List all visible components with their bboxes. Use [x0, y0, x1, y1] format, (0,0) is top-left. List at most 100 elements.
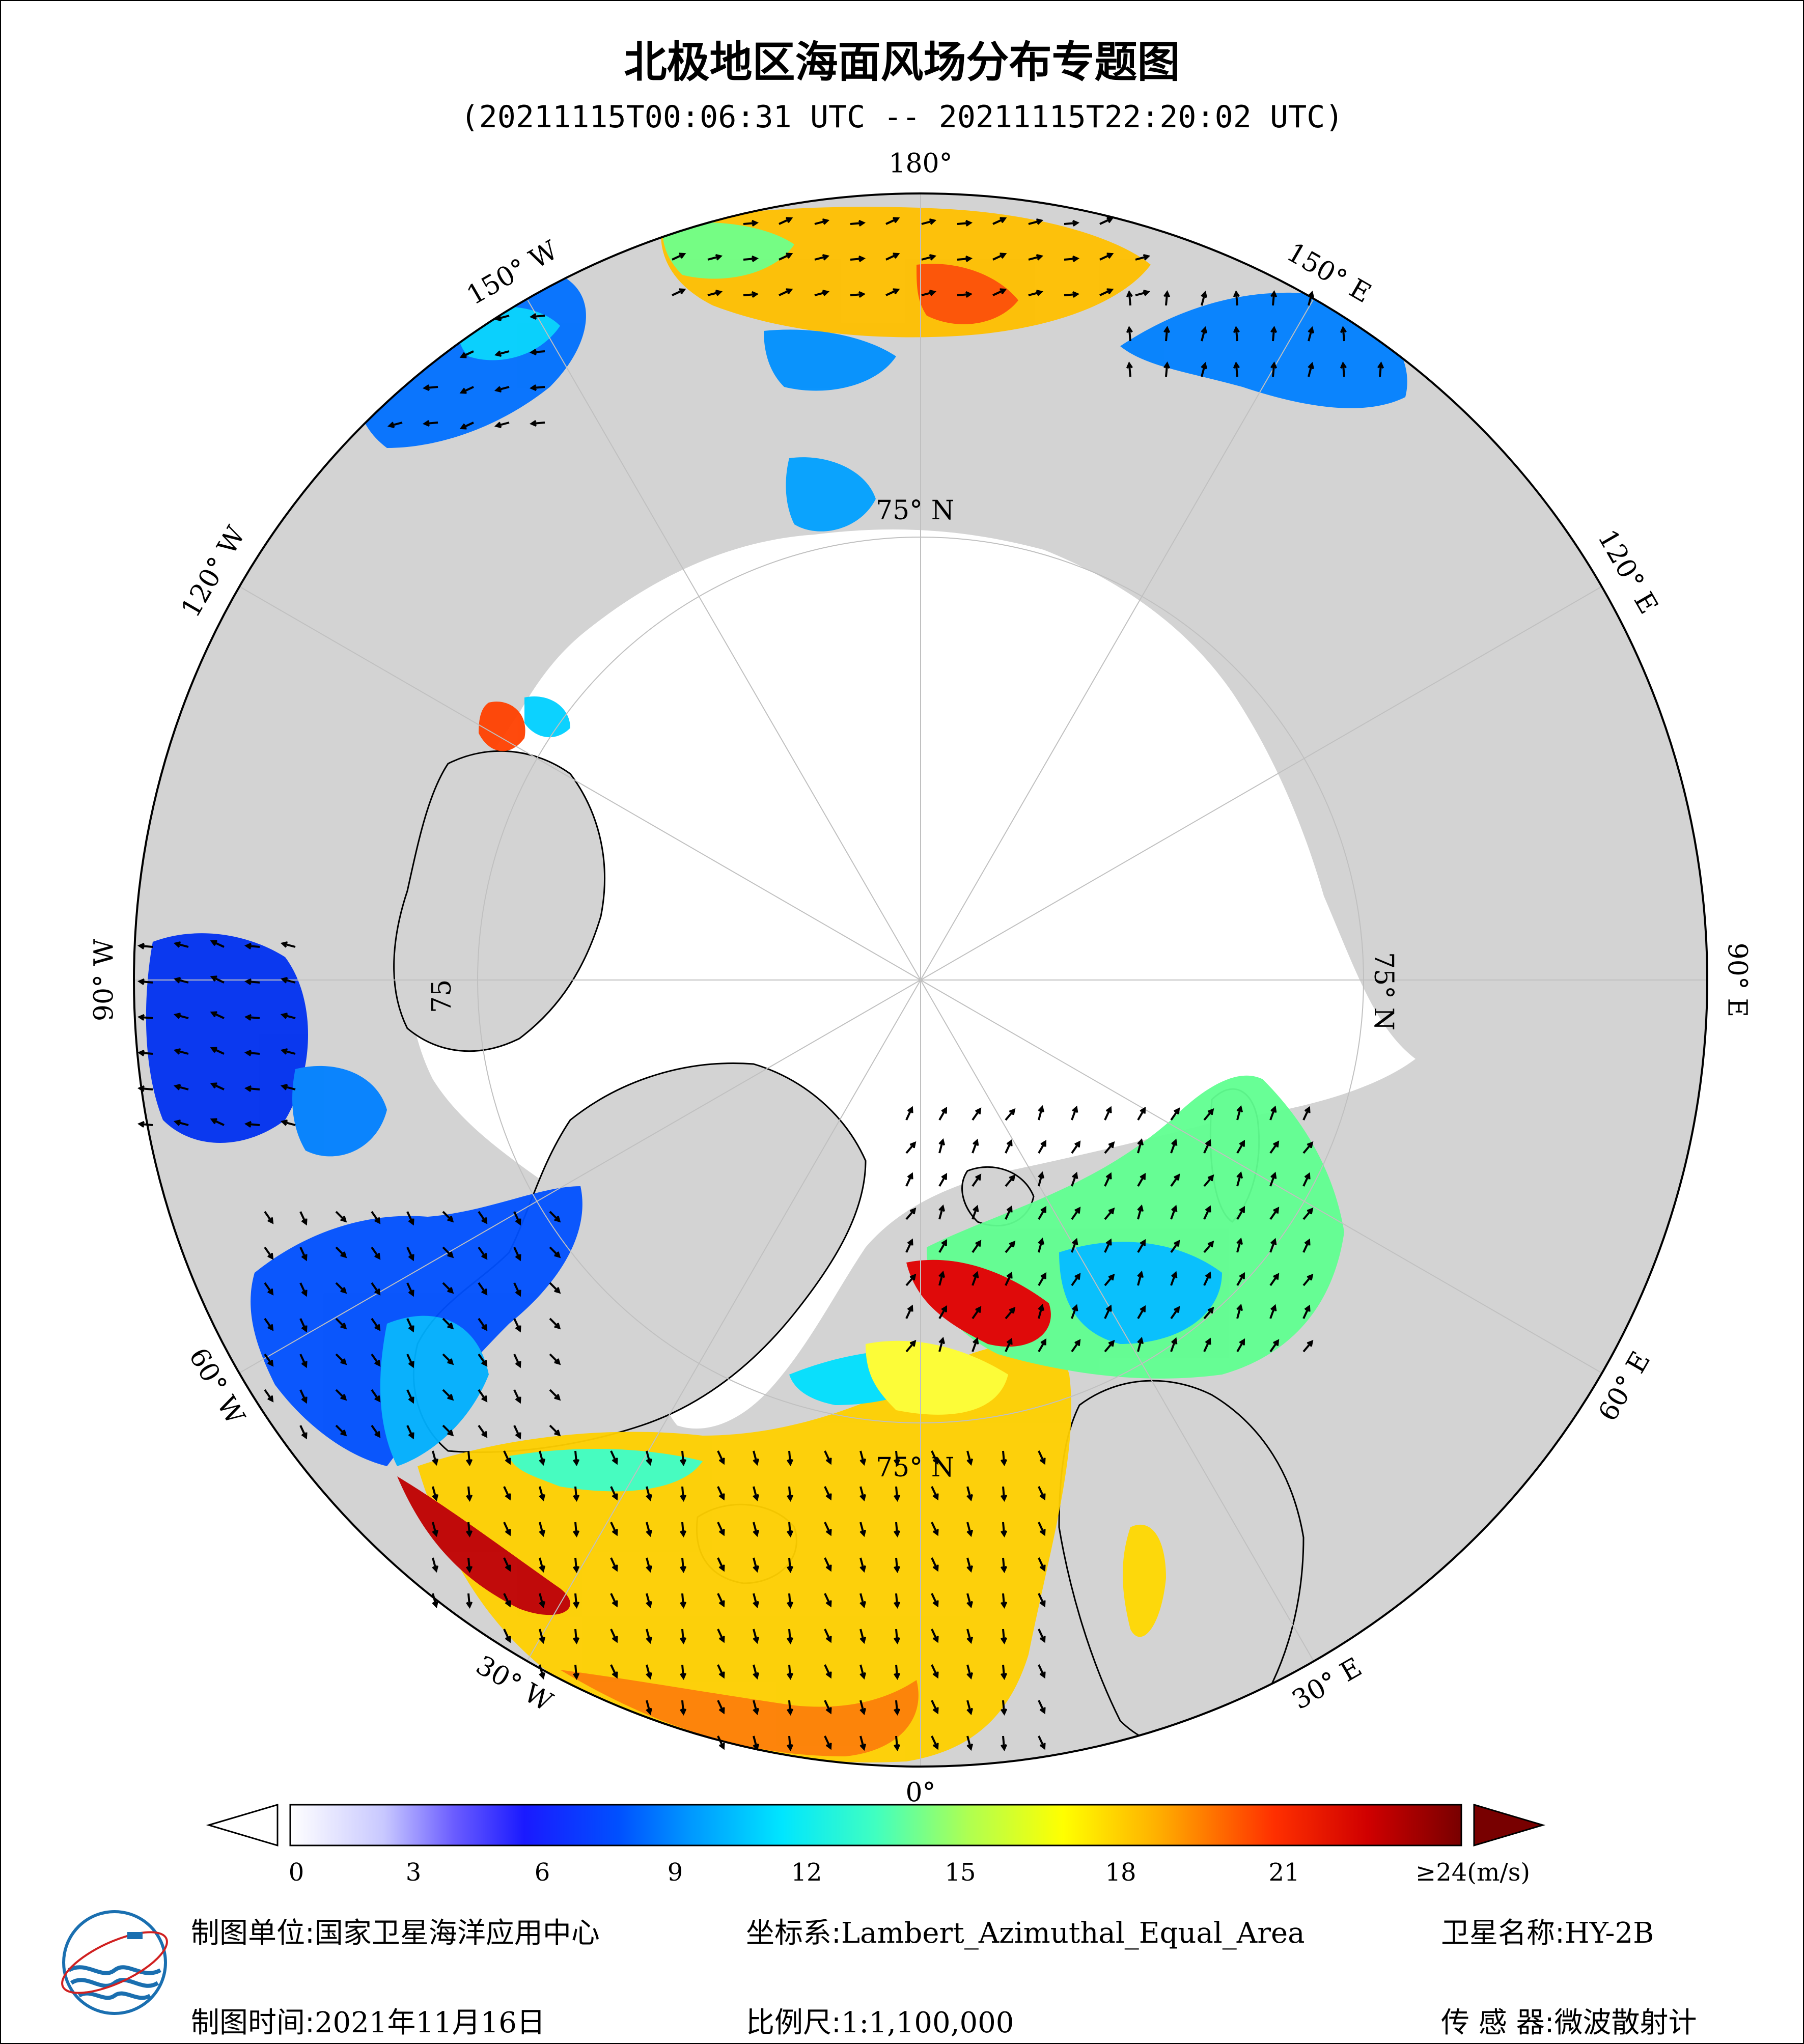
wind-arrow: [905, 1238, 913, 1253]
wind-arrow: [1099, 253, 1114, 261]
wind-arrow: [1071, 1207, 1081, 1220]
wind-arrow: [894, 1522, 901, 1538]
wind-arrow: [432, 1557, 439, 1573]
wind-arrow: [753, 1486, 760, 1502]
wind-arrow: [1203, 1139, 1211, 1154]
wind-arrow: [1170, 1306, 1180, 1320]
wind-arrow: [549, 1353, 561, 1365]
wind-arrow: [299, 1211, 308, 1226]
map-title: 北极地区海面风场分布专题图: [624, 37, 1180, 87]
wind-arrow: [992, 253, 1007, 261]
colorbar-max-triangle: [1473, 1803, 1546, 1847]
wind-arrow: [442, 1318, 454, 1330]
wind-arrow: [859, 1735, 867, 1751]
wind-arrow: [529, 384, 545, 391]
wind-arrow: [573, 1486, 580, 1502]
wind-arrow: [513, 1247, 521, 1262]
wind-arrow: [1038, 1139, 1047, 1154]
wind-arrow: [859, 1450, 867, 1466]
wind-arrow: [957, 219, 973, 227]
wind-arrow: [1126, 325, 1133, 342]
wind-arrow: [966, 1629, 974, 1644]
wind-arrow: [1135, 289, 1151, 296]
lat-label-bottom: 75° N: [876, 1452, 954, 1483]
wind-arrow: [1104, 1141, 1115, 1154]
wind-arrow: [1163, 290, 1171, 306]
wind-arrow: [938, 1106, 948, 1121]
wind-arrow: [513, 1354, 521, 1368]
wind-arrow: [503, 1522, 511, 1536]
wind-arrow: [859, 1664, 867, 1680]
wind-arrow: [539, 1629, 546, 1644]
wind-arrow: [646, 1593, 653, 1609]
wind-arrow: [1001, 1664, 1008, 1681]
wind-arrow: [814, 218, 830, 225]
wind-arrow: [280, 1119, 296, 1126]
wind-arrow: [1269, 1273, 1280, 1286]
wind-arrow: [173, 941, 189, 948]
wind-arrow: [573, 1593, 580, 1609]
wind-arrow: [717, 1735, 725, 1750]
wind-arrow: [1302, 1172, 1311, 1187]
wind-arrow: [478, 1389, 488, 1403]
wind-arrow: [1203, 1240, 1214, 1253]
wind-arrow: [787, 1629, 794, 1645]
wind-arrow: [814, 254, 830, 261]
wind-arrow: [1071, 1105, 1078, 1121]
wind-arrow: [787, 1664, 794, 1681]
wind-arrow: [549, 1282, 561, 1294]
colorbar-gradient: [289, 1804, 1462, 1846]
lon-label-3: 90° E: [1722, 943, 1753, 1018]
wind-arrow: [210, 940, 225, 948]
wind-arrow: [859, 1593, 867, 1609]
wind-arrow: [264, 1282, 274, 1296]
wind-arrow: [938, 1138, 946, 1154]
wind-arrow: [422, 420, 438, 427]
wind-arrow: [931, 1735, 939, 1750]
wind-arrow: [850, 291, 866, 298]
wind-arrow: [938, 1305, 948, 1320]
wind-arrow: [432, 1486, 439, 1502]
wind-arrow: [466, 1450, 473, 1467]
wind-vectors: [137, 217, 1384, 1752]
wind-arrow: [442, 1282, 454, 1294]
wind-arrow: [478, 1211, 488, 1224]
wind-arrow: [549, 1246, 561, 1258]
wind-arrow: [466, 1557, 473, 1574]
wind-arrow: [610, 1486, 618, 1501]
wind-arrow: [1099, 217, 1114, 225]
wind-arrow: [335, 1424, 347, 1437]
wind-arrow: [885, 288, 900, 296]
wind-arrow: [885, 253, 900, 261]
wind-arrow: [921, 218, 937, 225]
wind-arrow: [894, 1450, 901, 1467]
wind-arrow: [137, 942, 153, 949]
wind-arrow: [1038, 1206, 1047, 1220]
wind-arrow: [432, 1522, 439, 1537]
wind-arrow: [610, 1664, 618, 1679]
wind-arrow: [814, 289, 830, 296]
wind-arrow: [1038, 1664, 1046, 1679]
wind-arrow: [905, 1106, 913, 1121]
wind-arrow: [1001, 1450, 1008, 1467]
wind-arrow: [680, 1450, 687, 1467]
wind-arrow: [406, 1211, 414, 1226]
wind-arrow: [1001, 1593, 1008, 1609]
wind-arrow: [905, 1207, 917, 1220]
wind-arrow: [646, 1450, 653, 1466]
wind-arrow: [1001, 1522, 1008, 1538]
wind-arrow: [1104, 1207, 1115, 1220]
wind-arrow: [1064, 291, 1080, 298]
wind-arrow: [371, 1211, 381, 1224]
wind-arrow: [610, 1522, 618, 1536]
wind-arrow: [1038, 1105, 1045, 1121]
wind-arrow: [859, 1486, 867, 1502]
wind-arrow: [707, 254, 723, 261]
wind-arrow: [210, 1047, 225, 1055]
wind-arrow: [885, 217, 900, 225]
wind-arrow: [1005, 1306, 1016, 1320]
wind-arrow: [335, 1282, 347, 1294]
wind-arrow: [1135, 254, 1151, 261]
wind-arrow: [549, 1318, 561, 1330]
wind-arrow: [972, 1205, 979, 1220]
